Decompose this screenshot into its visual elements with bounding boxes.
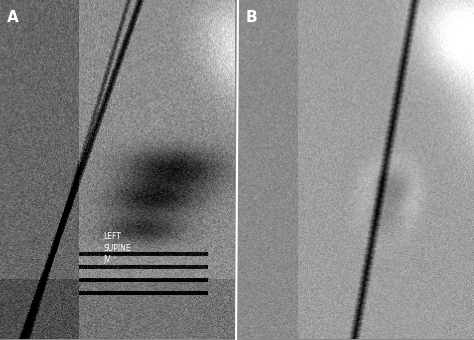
Text: B: B: [246, 10, 257, 25]
Text: A: A: [7, 10, 19, 25]
Text: LEFT
SUPINE
JV: LEFT SUPINE JV: [103, 232, 131, 265]
